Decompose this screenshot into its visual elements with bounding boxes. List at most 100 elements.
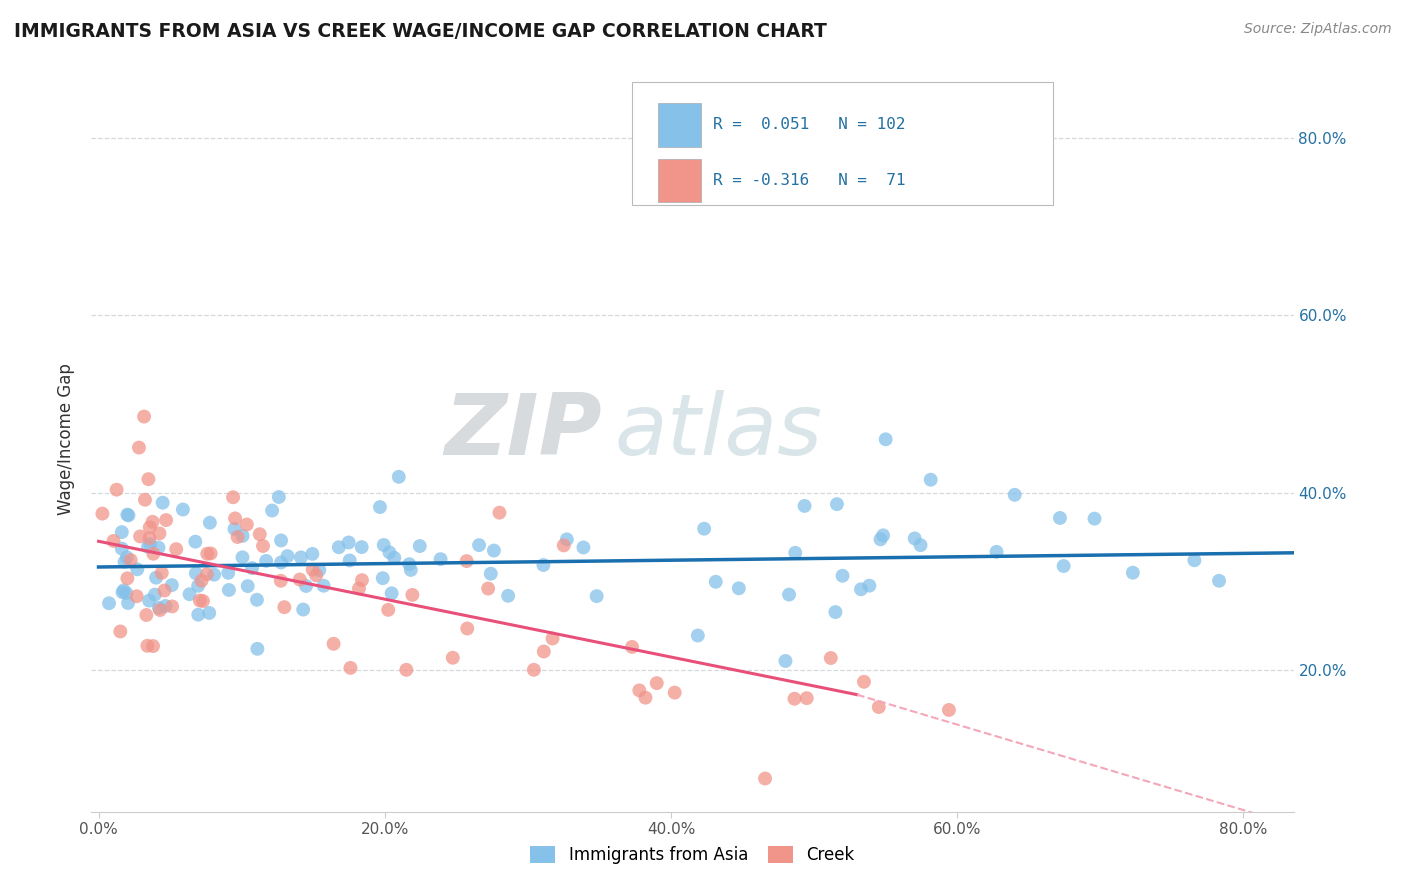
Point xyxy=(127,562,149,576)
Point xyxy=(1083,511,1105,525)
Point xyxy=(270,574,292,588)
Point xyxy=(240,561,263,575)
Point xyxy=(142,515,165,529)
Point xyxy=(110,624,132,639)
FancyBboxPatch shape xyxy=(633,82,1053,204)
Point xyxy=(148,600,170,615)
Point xyxy=(825,497,848,511)
Point xyxy=(468,538,491,552)
Point xyxy=(339,553,361,567)
Point xyxy=(254,554,277,568)
Point xyxy=(103,533,125,548)
Point xyxy=(187,607,209,622)
Point xyxy=(371,571,394,585)
Point xyxy=(377,603,399,617)
Point xyxy=(115,586,138,600)
Text: R =  0.051   N = 102: R = 0.051 N = 102 xyxy=(713,117,905,132)
Point xyxy=(262,503,284,517)
Point xyxy=(686,628,709,642)
Point xyxy=(488,506,510,520)
Text: Source: ZipAtlas.com: Source: ZipAtlas.com xyxy=(1244,22,1392,37)
Point xyxy=(541,632,564,646)
Point xyxy=(236,579,259,593)
Text: atlas: atlas xyxy=(614,391,823,474)
Point xyxy=(378,545,401,559)
Point xyxy=(117,508,139,523)
Point xyxy=(98,596,121,610)
Point xyxy=(142,639,165,653)
Point xyxy=(195,547,218,561)
Point xyxy=(184,534,207,549)
Point xyxy=(456,622,478,636)
Point xyxy=(188,593,211,607)
Point xyxy=(149,603,172,617)
Point xyxy=(117,571,139,585)
Point xyxy=(136,540,159,554)
Point xyxy=(628,683,651,698)
FancyBboxPatch shape xyxy=(658,159,700,202)
Point xyxy=(872,528,894,542)
Y-axis label: Wage/Income Gap: Wage/Income Gap xyxy=(58,363,76,516)
Point xyxy=(704,574,727,589)
Point xyxy=(429,552,451,566)
Point xyxy=(112,583,135,598)
Point xyxy=(831,568,853,582)
Point xyxy=(218,582,240,597)
Point xyxy=(222,490,245,504)
Point xyxy=(868,700,890,714)
Point xyxy=(986,545,1008,559)
Point xyxy=(621,640,644,654)
Point xyxy=(664,685,686,699)
Point xyxy=(142,547,165,561)
Point xyxy=(145,571,167,585)
Point xyxy=(139,520,162,534)
Point xyxy=(585,589,607,603)
Point xyxy=(920,473,942,487)
Point xyxy=(148,541,170,555)
Point xyxy=(553,538,575,552)
Point xyxy=(634,690,657,705)
Point xyxy=(381,586,404,600)
Point xyxy=(849,582,872,597)
Point xyxy=(115,550,138,565)
Point xyxy=(172,502,194,516)
Point xyxy=(224,511,246,525)
Point xyxy=(270,533,292,548)
Point xyxy=(111,541,134,556)
Point xyxy=(191,594,214,608)
Point xyxy=(456,554,478,568)
Point xyxy=(200,546,222,560)
Point xyxy=(105,483,128,497)
Point xyxy=(155,599,177,613)
Point xyxy=(236,517,259,532)
Point xyxy=(305,568,328,582)
Point xyxy=(793,499,815,513)
Point xyxy=(160,599,183,614)
Point xyxy=(150,566,173,580)
Point xyxy=(267,490,290,504)
Point xyxy=(226,530,249,544)
Point xyxy=(290,550,312,565)
Point xyxy=(232,529,254,543)
Point xyxy=(198,516,221,530)
Point xyxy=(312,579,335,593)
Point xyxy=(276,549,298,563)
FancyBboxPatch shape xyxy=(658,103,700,146)
Point xyxy=(910,538,932,552)
Point xyxy=(308,563,330,577)
Point xyxy=(328,540,350,554)
Point xyxy=(479,566,502,581)
Point xyxy=(120,553,142,567)
Point xyxy=(155,513,177,527)
Point xyxy=(1052,559,1074,574)
Point xyxy=(138,593,160,607)
Point xyxy=(288,573,311,587)
Point xyxy=(477,582,499,596)
Point xyxy=(904,532,927,546)
Point xyxy=(824,605,846,619)
Point xyxy=(184,566,207,581)
Point xyxy=(350,540,373,554)
Point xyxy=(1208,574,1230,588)
Text: ZIP: ZIP xyxy=(444,391,602,474)
Point xyxy=(301,563,323,577)
